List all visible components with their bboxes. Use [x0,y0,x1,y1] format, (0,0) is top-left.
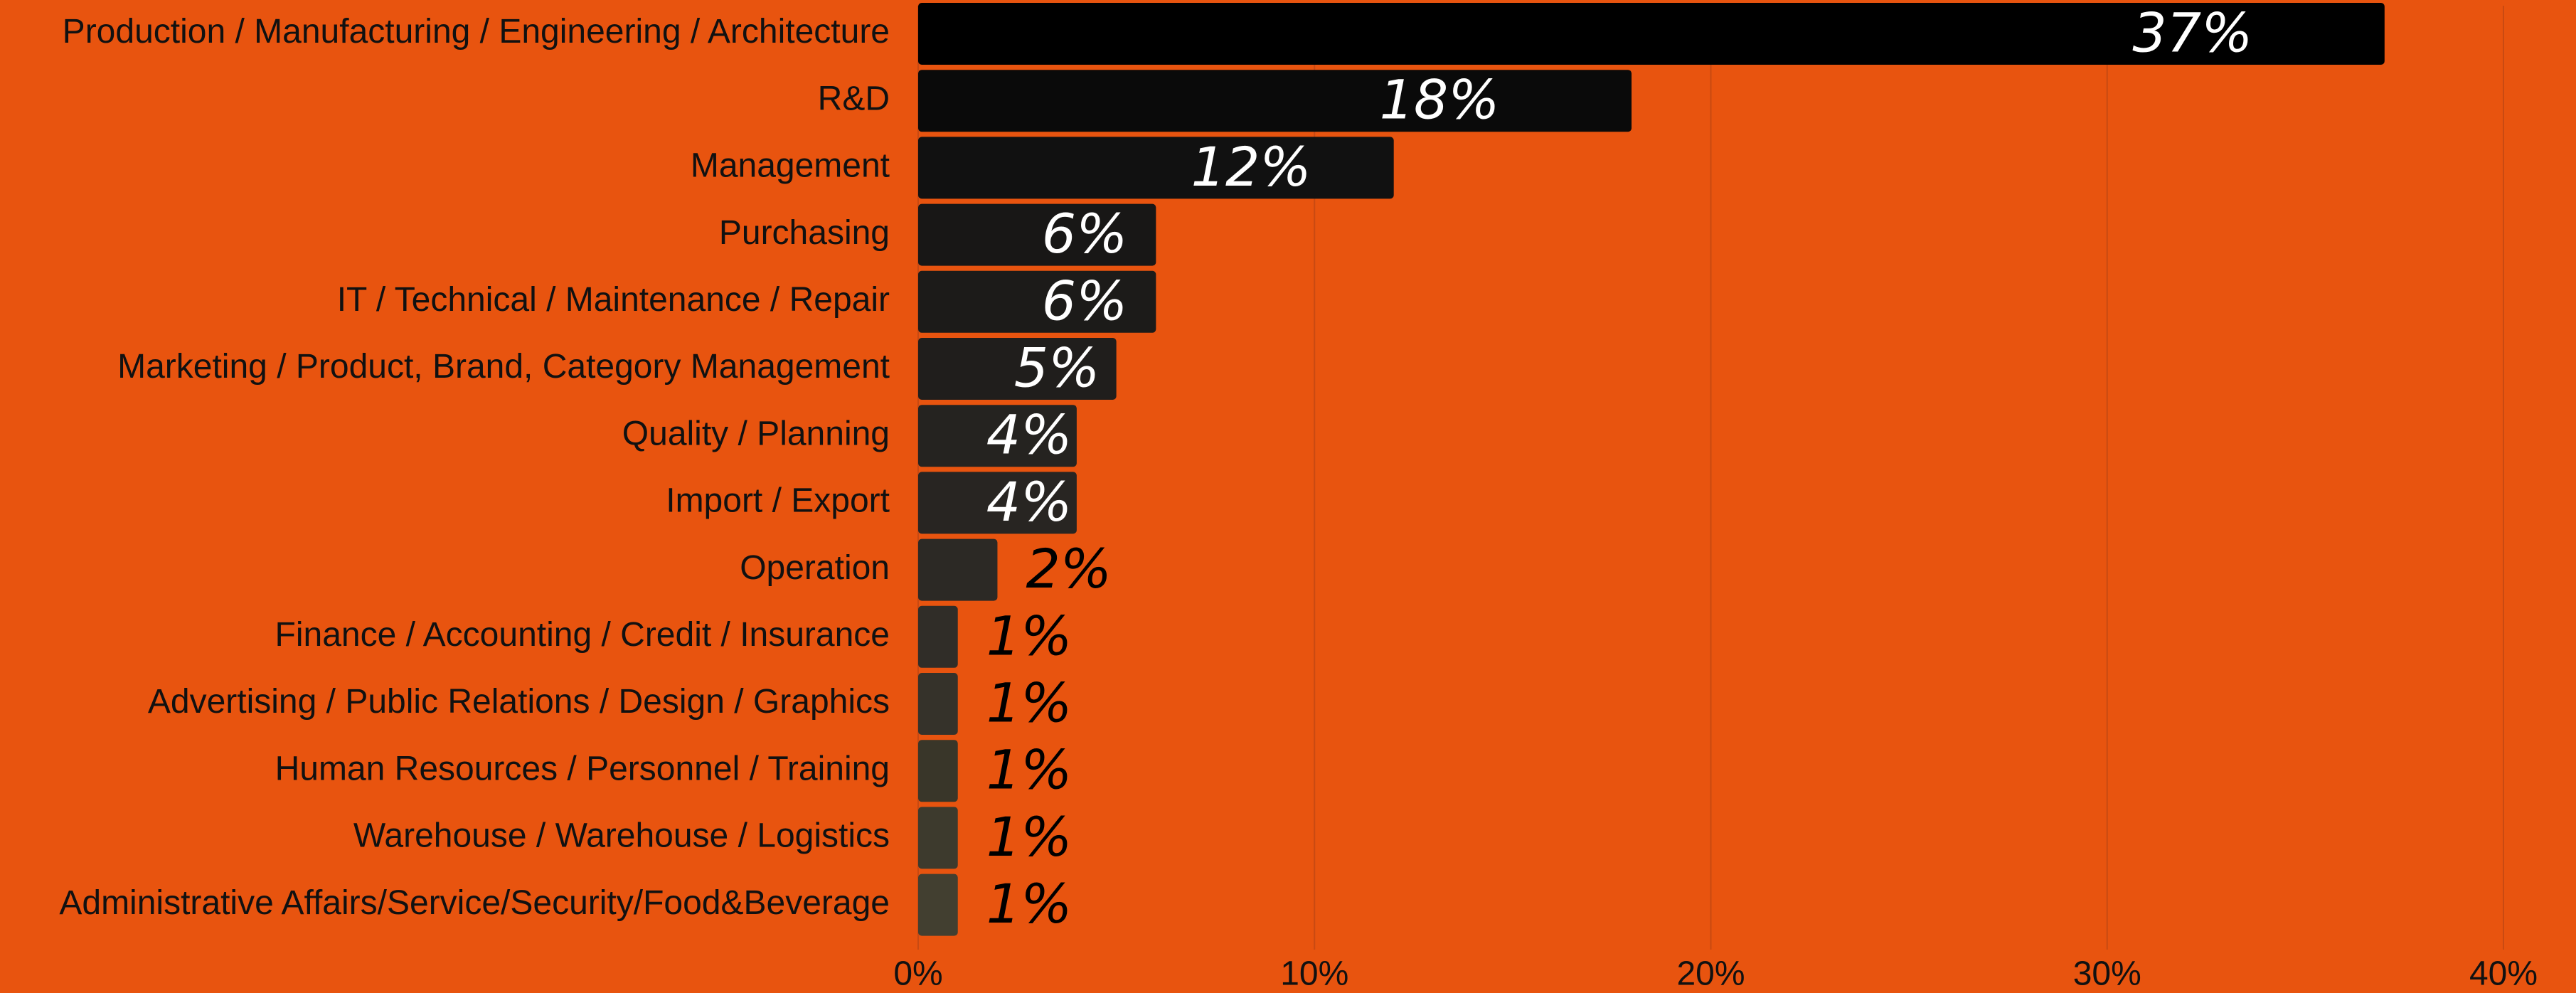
value-label: 4% [986,470,1073,533]
bar [918,70,1632,132]
value-label: 6% [1042,202,1128,265]
value-label: 1% [986,872,1073,935]
value-label: 5% [1014,336,1100,399]
value-label: 12% [1191,135,1311,198]
bar [918,673,958,735]
category-label: Purchasing [719,214,890,252]
bar [918,873,958,936]
category-label: Administrative Affairs/Service/Security/… [59,884,890,922]
x-tick-label: 20% [1676,955,1745,993]
value-label: 1% [986,604,1073,667]
value-label: 6% [1042,269,1128,332]
category-label: Quality / Planning [622,415,890,452]
x-tick-label: 10% [1280,955,1348,993]
value-label: 1% [986,671,1073,734]
bar [918,807,958,869]
category-label: Operation [740,549,890,587]
value-label: 2% [1026,537,1112,600]
category-label: Warehouse / Warehouse / Logistics [353,817,890,855]
x-tick-label: 40% [2469,955,2538,993]
bar [918,538,998,601]
x-tick-label: 30% [2073,955,2141,993]
category-label: Human Resources / Personnel / Training [275,750,890,787]
bar [918,270,1156,333]
value-label: 18% [1380,68,1500,132]
value-label: 1% [986,805,1073,869]
category-label: Finance / Accounting / Credit / Insuranc… [275,616,890,654]
category-label: Marketing / Product, Brand, Category Man… [117,348,890,386]
category-label: Advertising / Public Relations / Design … [148,683,890,721]
bar [918,405,1077,467]
bar [918,338,1117,400]
bar [918,740,958,802]
category-label: R&D [818,80,890,117]
bar [918,203,1156,266]
category-label: Management [691,147,890,185]
value-label: 4% [986,403,1073,467]
bar [918,3,2385,65]
bar [918,472,1077,534]
category-label: IT / Technical / Maintenance / Repair [337,281,890,319]
bar [918,137,1394,199]
x-tick-label: 0% [893,955,942,993]
category-label: Production / Manufacturing / Engineering… [63,13,890,51]
value-label: 1% [986,738,1073,802]
category-label: Import / Export [666,482,890,520]
value-label: 37% [2132,1,2252,64]
bar [918,605,958,668]
